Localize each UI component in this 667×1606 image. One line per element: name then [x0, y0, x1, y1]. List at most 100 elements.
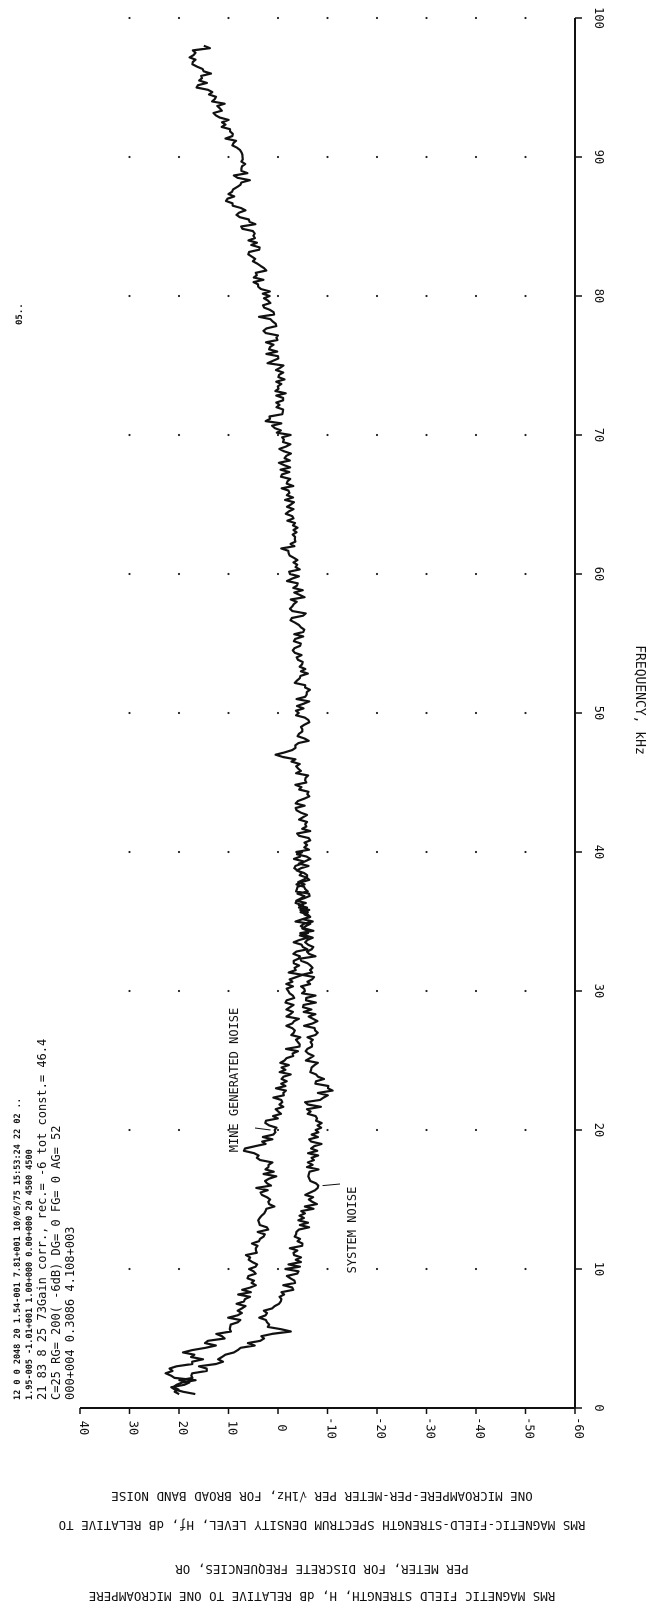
grid-dot: [375, 572, 379, 576]
annotation-label: SYSTEM NOISE: [345, 1187, 359, 1274]
grid-dot: [425, 989, 428, 993]
y-tick-label: -20: [374, 1417, 388, 1439]
grid-dot: [276, 16, 280, 20]
grid-dot: [227, 155, 230, 159]
x-tick-label: 60: [592, 567, 606, 581]
grid-dot: [326, 989, 329, 993]
grid-dot: [326, 1128, 329, 1132]
grid-dot: [474, 16, 478, 20]
grid-dot: [326, 1267, 329, 1271]
grid-dot: [128, 850, 131, 854]
grid-dot: [177, 433, 181, 437]
grid-dot: [524, 294, 527, 298]
x-tick-label: 100: [592, 7, 606, 29]
grid-dot: [128, 294, 131, 298]
grid-dot: [425, 433, 428, 437]
grid-dot: [128, 1128, 131, 1132]
grid-dot: [474, 155, 478, 159]
grid-dot: [326, 572, 329, 576]
analyzer-header: 12 0 0 2048 20 1.54-001 7.81+001 10/05/7…: [13, 1039, 77, 1400]
grid-dot: [276, 155, 280, 159]
grid-dot: [375, 294, 379, 298]
y-tick-label: 20: [176, 1421, 190, 1435]
y-tick-label: 10: [226, 1421, 240, 1435]
annotation-label: MINE GENERATED NOISE: [227, 1008, 241, 1153]
y-tick-label: 0: [275, 1424, 289, 1431]
grid-dot: [524, 1128, 527, 1132]
x-tick-label: 20: [592, 1123, 606, 1137]
grid-dot: [227, 850, 230, 854]
grid-dot: [276, 1128, 280, 1132]
grid-dot: [227, 1128, 230, 1132]
grid-dot: [326, 155, 329, 159]
grid-dot: [375, 1267, 379, 1271]
x-tick-label: 50: [592, 706, 606, 720]
grid-dot: [524, 16, 527, 20]
y-tick-label: -40: [473, 1417, 487, 1439]
y-tick-label: -50: [523, 1417, 537, 1439]
grid-dot: [227, 572, 230, 576]
grid-dot: [177, 572, 181, 576]
grid-dot: [276, 433, 280, 437]
grid-dot: [474, 1128, 478, 1132]
grid-dot: [474, 1267, 478, 1271]
grid-dot: [128, 711, 131, 715]
grid-dot: [326, 433, 329, 437]
grid-dot: [276, 1267, 280, 1271]
grid-dot: [524, 155, 527, 159]
grid-dot: [474, 989, 478, 993]
grid-dot: [128, 989, 131, 993]
grid-dot: [474, 433, 478, 437]
grid-dots: [128, 16, 527, 1271]
y-axis-label-line-3: RMS MAGNETIC-FIELD-STRENGTH SPECTRUM DEN…: [59, 1518, 586, 1533]
header-line-4: C=25 RG= 200( -6dB) DG= 0 FG= 0 AG= 52: [49, 1125, 63, 1400]
y-tick-label: 40: [77, 1421, 91, 1435]
y-axis-label-line-4: ONE MICROAMPERE-PER-METER PER √1Hz, FOR …: [111, 1489, 532, 1504]
grid-dot: [276, 572, 280, 576]
grid-dot: [128, 155, 131, 159]
grid-dot: [425, 850, 428, 854]
grid-dot: [425, 16, 428, 20]
header-line-1: 12 0 0 2048 20 1.54-001 7.81+001 10/05/7…: [13, 1098, 23, 1400]
grid-dot: [326, 711, 329, 715]
grid-dot: [425, 1128, 428, 1132]
grid-dot: [227, 1267, 230, 1271]
grid-dot: [524, 433, 527, 437]
series-line-mine-generated-noise: [164, 44, 312, 1396]
grid-dot: [375, 711, 379, 715]
grid-dot: [276, 989, 280, 993]
y-axis-label-line-2: PER METER, FOR DISCRETE FREQUENCIES, OR: [175, 1562, 469, 1577]
grid-dot: [375, 155, 379, 159]
y-axis-ticks: 40 30 20 10 0 -10 -20 -30 -40 -50 -60: [77, 1408, 586, 1439]
grid-dot: [375, 989, 379, 993]
grid-dot: [425, 572, 428, 576]
grid-dot: [375, 1128, 379, 1132]
x-axis-ticks: 0 10 20 30 40 50 60 70 80 90 100: [575, 7, 606, 1412]
grid-dot: [227, 294, 230, 298]
y-tick-label: 30: [127, 1421, 141, 1435]
annotation-leader: [322, 1183, 341, 1187]
grid-dot: [375, 16, 379, 20]
grid-dot: [177, 711, 181, 715]
grid-dot: [524, 850, 527, 854]
y-axis-label: RMS MAGNETIC FIELD STRENGTH, H, dB RELAT…: [59, 1489, 586, 1604]
grid-dot: [425, 155, 428, 159]
grid-dot: [177, 1128, 181, 1132]
grid-dot: [326, 16, 329, 20]
grid-dot: [177, 1267, 181, 1271]
grid-dot: [227, 16, 230, 20]
grid-dot: [524, 1267, 527, 1271]
grid-dot: [177, 16, 181, 20]
grid-dot: [326, 294, 329, 298]
grid-dot: [177, 989, 181, 993]
header-line-2: 1.95-005 -1.01+001 1.00+000 0.00+000 20 …: [25, 1149, 35, 1400]
grid-dot: [276, 294, 280, 298]
margin-mark: 05..: [15, 303, 25, 325]
x-tick-label: 30: [592, 984, 606, 998]
grid-dot: [375, 433, 379, 437]
grid-dot: [474, 711, 478, 715]
y-tick-label: -60: [572, 1417, 586, 1439]
x-axis-label: FREQUENCY, kHz: [632, 645, 647, 755]
grid-dot: [177, 294, 181, 298]
